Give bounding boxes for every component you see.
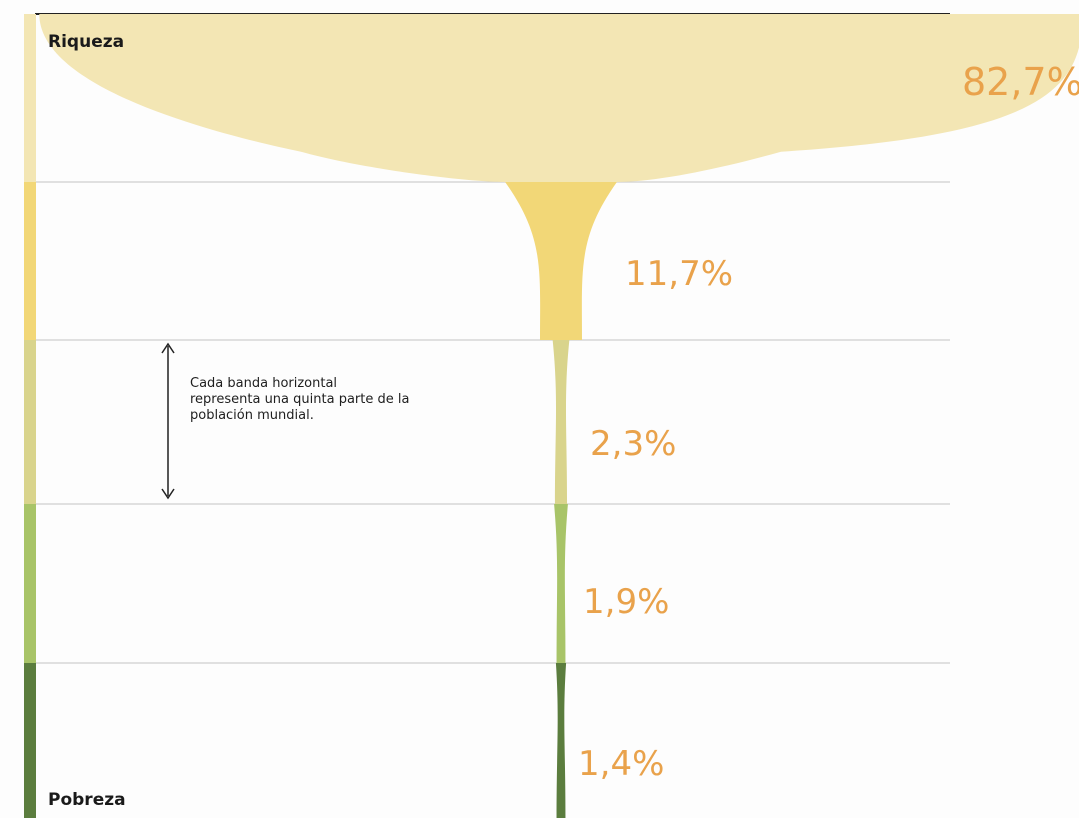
percent-label-band-2: 11,7% — [625, 254, 733, 294]
arrow-up-icon — [161, 342, 175, 354]
percent-label-band-5: 1,4% — [578, 744, 664, 784]
percent-label-band-4: 1,9% — [583, 582, 669, 622]
bottom-label-pobreza: Pobreza — [48, 790, 126, 810]
band-color-strip-2 — [24, 182, 36, 340]
band-explanation-note: Cada banda horizontal representa una qui… — [190, 376, 410, 423]
wealth-shape-band-1 — [39, 14, 1079, 182]
percent-label-band-1: 82,7% — [962, 60, 1079, 104]
top-label-riqueza: Riqueza — [48, 32, 125, 52]
wealth-shape-band-5 — [555, 663, 567, 818]
wealth-shape-band-4 — [554, 504, 568, 663]
wealth-shape-band-2 — [505, 182, 617, 340]
band-color-strip-4 — [24, 504, 36, 663]
wealth-shape-band-3 — [552, 340, 570, 504]
percent-label-band-3: 2,3% — [590, 424, 676, 464]
band-color-strip-5 — [24, 663, 36, 818]
band-color-strip-1 — [24, 14, 36, 182]
band-color-strip-3 — [24, 340, 36, 504]
arrow-down-icon — [161, 488, 175, 500]
